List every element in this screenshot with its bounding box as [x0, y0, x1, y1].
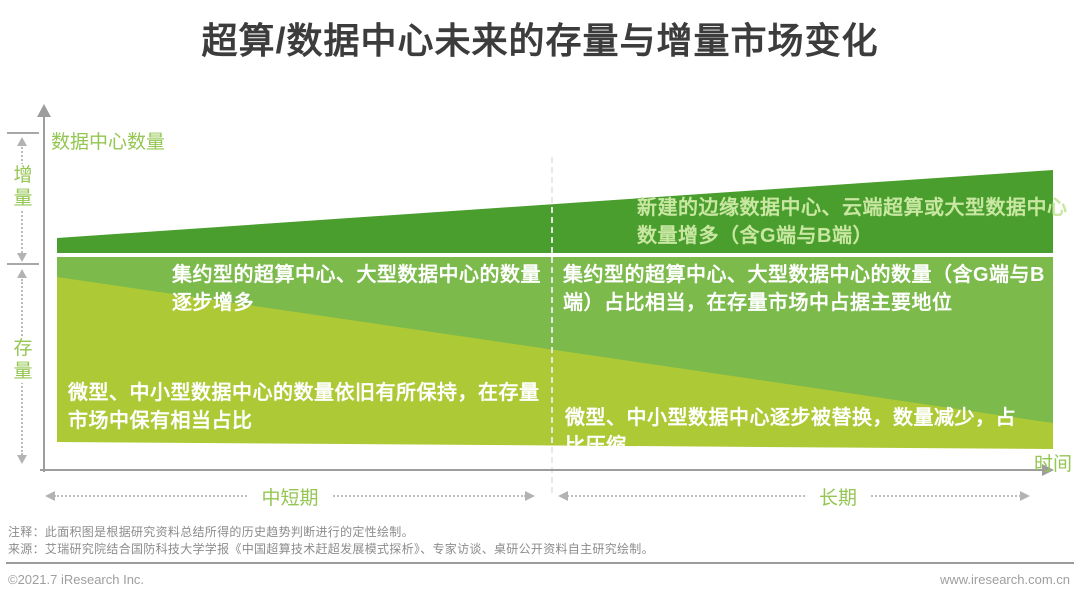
y-axis-up-arrow-icon	[37, 104, 51, 117]
increment-up-arrow-icon	[17, 137, 27, 146]
x-axis-label: 时间	[1034, 454, 1073, 475]
footnote-annotation: 注释：此面积图是根据研究资料总结所得的历史趋势判断进行的定性绘制。	[8, 525, 414, 539]
band-intensive-dc	[57, 257, 1053, 423]
period-divider-dashed-line	[551, 157, 553, 493]
annotation-intensive-dc-long-term: 集约型的超算中心、大型数据中心的数量（含G端与B 端）占比相当，在存量市场中占据…	[563, 264, 1045, 314]
period-long-dotted-line	[567, 495, 1021, 497]
increment-label: 增 量	[8, 164, 38, 210]
period-long-right-arrow-icon	[1020, 491, 1030, 501]
footnote-source: 来源：艾瑞研究院结合国防科技大学学报《中国超算技术赶超发展模式探析》、专家访谈、…	[8, 542, 654, 556]
period-short-right-arrow-icon	[525, 491, 535, 501]
period-long-left-arrow-icon	[558, 491, 568, 501]
area-chart	[57, 170, 1053, 449]
period-short-left-arrow-icon	[45, 491, 55, 501]
stock-down-arrow-icon	[17, 455, 27, 464]
period-short-term-range: 中短期	[45, 482, 535, 510]
period-short-label: 中短期	[247, 482, 333, 510]
period-long-label: 长期	[804, 482, 871, 510]
stock-label: 存 量	[8, 337, 38, 383]
x-axis-line	[40, 469, 1044, 471]
stock-up-arrow-icon	[17, 269, 27, 278]
annotation-intensive-dc-short-term: 集约型的超算中心、大型数据中心的数量 逐步增多	[172, 264, 541, 314]
annotation-new-edge-dc: 新建的边缘数据中心、云端超算或大型数据中心 数量增多（含G端与B端）	[637, 197, 1068, 247]
x-axis-right-arrow-icon	[1042, 464, 1054, 476]
y-axis-line	[43, 116, 45, 472]
annotation-micro-dc-short-term: 微型、中小型数据中心的数量依旧有所保持，在存量 市场中保有相当占比	[68, 382, 540, 432]
y-axis-label: 数据中心数量	[51, 132, 166, 153]
page-title: 超算/数据中心未来的存量与增量市场变化	[201, 20, 879, 61]
period-long-term-range: 长期	[558, 482, 1030, 510]
increment-stock-divider-line	[7, 263, 39, 265]
band-new-edge-dc	[57, 170, 1053, 253]
footer-divider	[6, 562, 1074, 564]
increment-down-arrow-icon	[17, 253, 27, 262]
increment-bracket-top-line	[7, 132, 39, 134]
copyright-text: ©2021.7 iResearch Inc.	[8, 572, 145, 587]
website-url: www.iresearch.com.cn	[939, 572, 1070, 587]
annotation-micro-dc-long-term: 微型、中小型数据中心逐步被替换，数量减少，占 比压缩	[565, 407, 1016, 457]
